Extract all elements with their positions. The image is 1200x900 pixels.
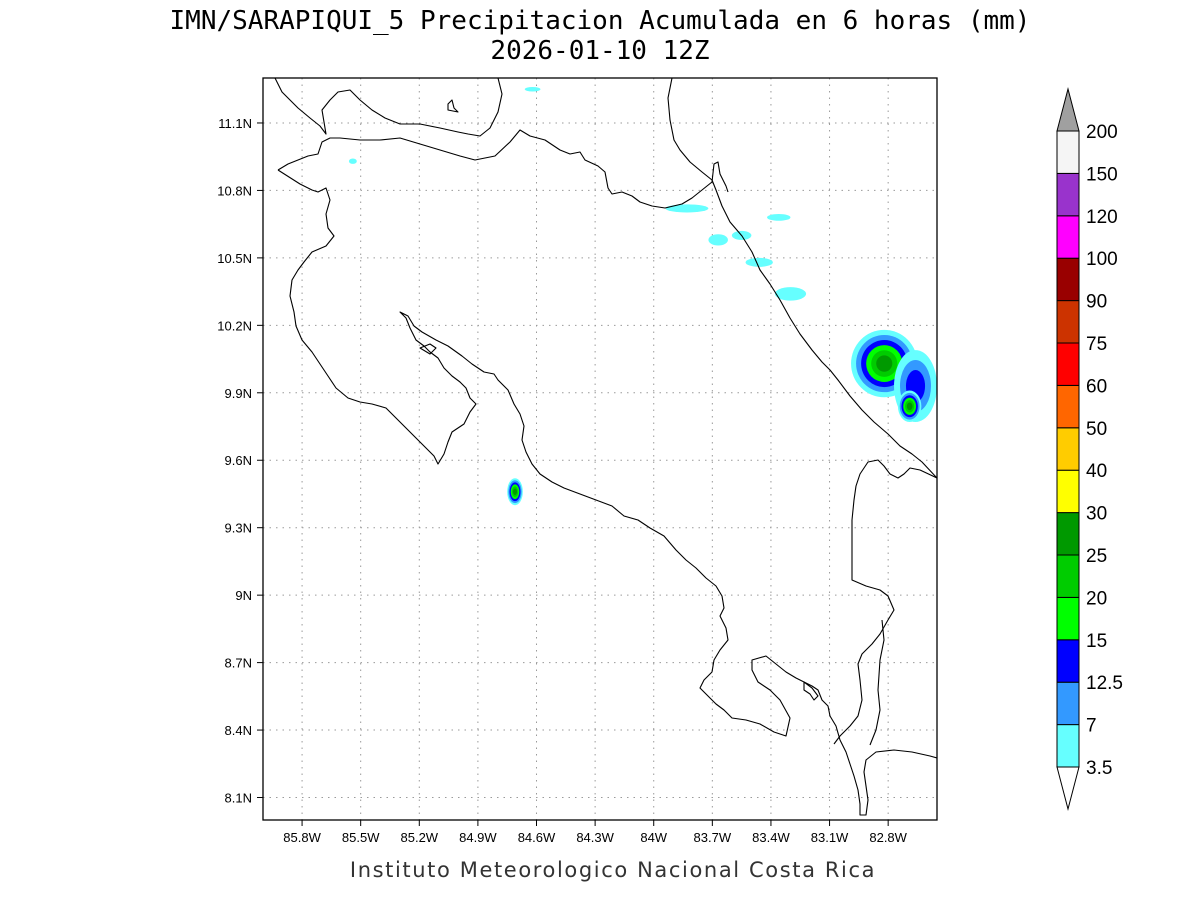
legend-label: 150 [1086,164,1118,185]
lon-tick-label: 84.6W [518,830,556,845]
lat-tick-label: 11.1N [218,116,252,131]
lat-tick-label: 10.5N [217,251,252,266]
precip-contour [767,214,791,221]
cell-caribbean-southeast [897,390,922,423]
institution-credit: Instituto Meteorologico Nacional Costa R… [350,858,876,882]
lon-tick-label: 83.4W [752,830,790,845]
legend-label: 120 [1086,207,1118,228]
precip-contour [745,257,773,267]
legend-label: 100 [1086,249,1118,270]
legend-label: 60 [1086,376,1107,397]
precip-contour [906,402,913,411]
osa-coast-detail [803,681,819,701]
lon-tick-label: 84W [640,830,667,845]
lat-tick-label: 8.4N [225,723,252,738]
map-gridlines [263,78,937,820]
gulf-of-nicoya-island [419,343,437,355]
legend-label: 25 [1086,546,1107,567]
legend-swatch [1056,427,1080,471]
lat-tick-label: 9N [235,588,252,603]
lat-tick-label: 9.6N [225,453,252,468]
coastlines-and-borders [274,78,937,816]
legend-swatch [1056,639,1080,683]
lat-tick-label: 8.7N [225,656,252,671]
precip-contour [708,234,728,246]
legend-swatch [1056,215,1080,259]
cell-lake-nicaragua-west [348,158,357,164]
precip-contour [524,86,541,92]
legend-label: 15 [1086,631,1107,652]
legend-swatch [1056,342,1080,386]
legend-label: 90 [1086,292,1107,313]
lon-tick-label: 82.8W [869,830,907,845]
color-legend: 3.5 7 12.5 15 20 25 30 40 50 60 75 90 100 120 150 200 [1056,87,1123,811]
legend-swatch [1056,257,1080,302]
legend-swatch [1056,512,1080,556]
legend-label: 12.5 [1086,673,1123,694]
legend-swatch [1056,130,1080,174]
legend-swatch [1056,681,1080,726]
costa-rica-panama-border [833,459,937,745]
map-title: IMN/SARAPIQUI_5 Precipitacion Acumulada … [170,6,1031,36]
lake-nicaragua-island [447,99,459,113]
lon-tick-label: 83.7W [694,830,732,845]
cell-gulf-nicoya [507,478,523,506]
cell-lake-nicaragua-north [524,86,541,92]
cell-coast-north-2 [767,214,791,221]
legend-label: 40 [1086,461,1107,482]
map-frame [262,77,938,821]
lat-tick-label: 9.9N [225,386,252,401]
precip-contour [876,355,893,372]
precip-contour [774,287,807,301]
legend-label: 50 [1086,419,1107,440]
nicaragua-costa-rica-border [277,129,729,209]
legend-label: 75 [1086,334,1107,355]
map-axes: 85.8W 85.5W 85.2W 84.9W 84.6W 84.3W 84W 83.7W 83… [217,116,907,845]
precip-contour [348,158,357,164]
legend-over-arrow [1056,87,1080,132]
caribbean-coastline [667,78,937,479]
legend-swatch [1056,172,1080,217]
legend-swatch [1056,300,1080,344]
panama-coastline-south [869,619,885,746]
cell-coast-north-4 [708,234,728,246]
lon-tick-label: 84.3W [576,830,614,845]
legend-swatch [1056,554,1080,598]
legend-under-arrow [1056,766,1080,811]
lon-tick-label: 83.1W [811,830,849,845]
pacific-coastline-north [277,169,937,816]
lon-tick-label: 85.2W [401,830,439,845]
lon-tick-label: 85.5W [342,830,380,845]
lat-tick-label: 8.1N [225,791,252,806]
legend-swatch [1056,596,1080,641]
lat-tick-label: 10.8N [217,183,252,198]
legend-label: 3.5 [1086,758,1112,779]
legend-swatch [1056,469,1080,514]
legend-label: 200 [1086,122,1118,143]
precip-contour [513,488,518,495]
legend-swatch [1056,384,1080,429]
legend-swatch [1056,724,1080,768]
legend-label: 30 [1086,504,1107,525]
lat-tick-label: 10.2N [217,318,252,333]
cell-coast-north-6 [774,287,807,301]
lon-tick-label: 84.9W [459,830,497,845]
legend-label: 7 [1086,716,1097,737]
cell-coast-north-1 [665,204,709,213]
lat-tick-label: 9.3N [225,521,252,536]
precip-contour [665,204,709,213]
lake-nicaragua-shore [274,78,503,137]
map-subtitle-datetime: 2026-01-10 12Z [490,36,709,66]
lon-tick-label: 85.8W [283,830,321,845]
precipitation-field [348,86,937,506]
legend-label: 20 [1086,588,1107,609]
cell-coast-north-5 [745,257,773,267]
